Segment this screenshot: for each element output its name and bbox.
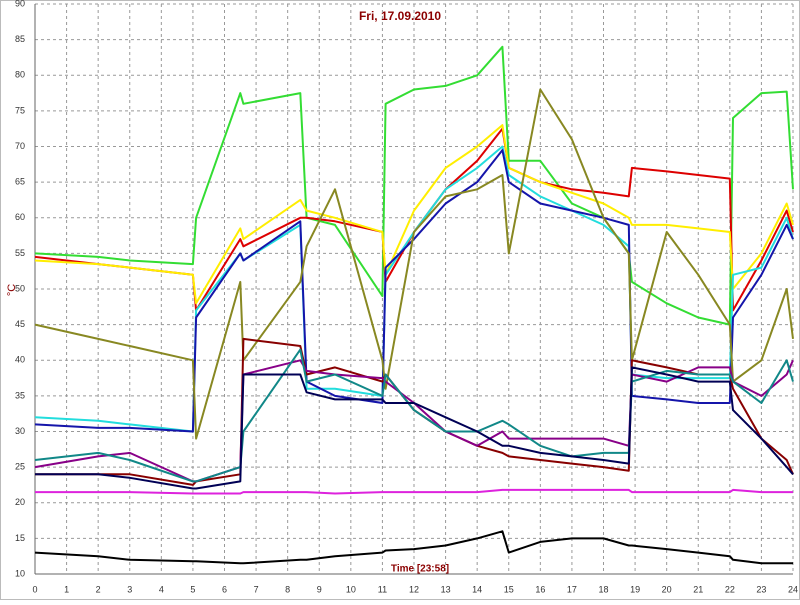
- y-tick-label: 90: [15, 0, 25, 8]
- series-line: [34, 88, 794, 440]
- y-tick-label: 55: [15, 248, 25, 258]
- x-tick-label: 9: [317, 584, 322, 594]
- y-axis-label: °C: [6, 284, 18, 296]
- x-tick-label: 17: [567, 584, 577, 594]
- x-tick-label: 13: [441, 584, 451, 594]
- y-tick-label: 15: [15, 533, 25, 543]
- x-tick-label: 5: [190, 584, 195, 594]
- y-tick-label: 40: [15, 355, 25, 365]
- x-tick-label: 22: [725, 584, 735, 594]
- y-tick-label: 50: [15, 283, 25, 293]
- x-tick-label: 11: [378, 584, 387, 594]
- series-line: [34, 127, 794, 312]
- y-tick-label: 25: [15, 462, 25, 472]
- x-tick-label: 19: [630, 584, 640, 594]
- series-line: [34, 149, 794, 433]
- x-tick-label: 3: [127, 584, 132, 594]
- x-tick-label: 0: [32, 584, 37, 594]
- x-tick-label: 16: [535, 584, 545, 594]
- series-line: [34, 145, 794, 433]
- y-tick-label: 70: [15, 141, 25, 151]
- series-line: [34, 124, 794, 305]
- x-tick-label: 18: [598, 584, 608, 594]
- x-tick-label: 24: [788, 584, 798, 594]
- y-tick-label: 35: [15, 390, 25, 400]
- x-tick-label: 14: [472, 584, 482, 594]
- y-tick-label: 45: [15, 319, 25, 329]
- x-tick-label: 12: [409, 584, 419, 594]
- x-tick-label: 1: [64, 584, 69, 594]
- y-tick-label: 75: [15, 105, 25, 115]
- y-tick-label: 80: [15, 70, 25, 80]
- x-tick-label: 15: [504, 584, 514, 594]
- x-tick-label: 6: [222, 584, 227, 594]
- y-tick-label: 20: [15, 497, 25, 507]
- x-tick-label: 2: [96, 584, 101, 594]
- time-annotation: Time [23:58]: [391, 564, 449, 575]
- x-tick-label: 23: [756, 584, 766, 594]
- y-tick-label: 60: [15, 212, 25, 222]
- series-line: [35, 366, 794, 490]
- y-tick-label: 10: [15, 568, 25, 578]
- series-line: [34, 530, 793, 565]
- x-tick-label: 7: [254, 584, 259, 594]
- series-line: [35, 488, 793, 495]
- y-tick-label: 30: [15, 426, 25, 436]
- y-tick-label: 85: [15, 34, 25, 44]
- chart-title: Fri, 17.09.2010: [359, 9, 441, 23]
- y-tick-label: 65: [15, 177, 25, 187]
- x-tick-label: 8: [285, 584, 290, 594]
- x-tick-label: 20: [662, 584, 672, 594]
- x-tick-label: 10: [346, 584, 356, 594]
- series-line: [34, 45, 794, 326]
- x-tick-label: 21: [693, 584, 703, 594]
- x-tick-label: 4: [159, 584, 164, 594]
